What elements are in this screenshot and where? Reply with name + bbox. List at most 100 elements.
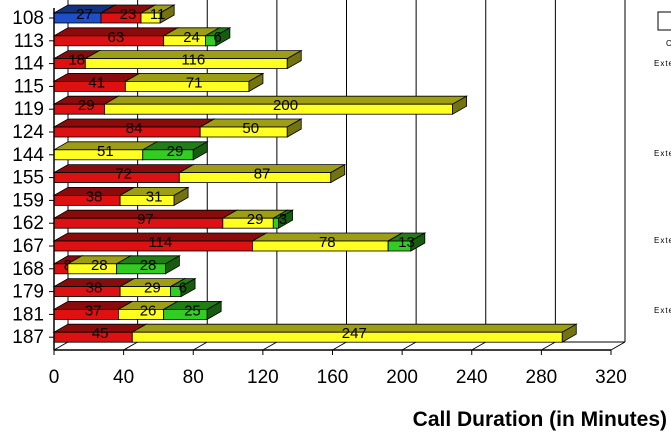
data-label-113-s3: 6 bbox=[213, 29, 221, 46]
x-tick-label-80: 80 bbox=[183, 367, 204, 388]
bar-segment-181-s3: 25 bbox=[162, 300, 223, 321]
bar-segment-167-s1: 114 bbox=[52, 232, 268, 252]
x-tick-label-280: 280 bbox=[526, 367, 558, 388]
label-layer: 1871811791681671621591551441241191151141… bbox=[12, 8, 44, 348]
bar-side-face bbox=[206, 300, 222, 321]
category-label-119: 119 bbox=[14, 99, 44, 120]
bar-front-face bbox=[272, 217, 279, 229]
legend-swatch-box bbox=[657, 11, 671, 31]
bar-side-face bbox=[192, 141, 208, 161]
bar-side-face bbox=[286, 118, 302, 138]
data-label-181-s3: 25 bbox=[184, 302, 201, 319]
data-label-119-s2: 200 bbox=[273, 97, 298, 114]
data-label-144-s2: 51 bbox=[97, 143, 114, 160]
bar-segment-144-s3: 29 bbox=[141, 141, 209, 161]
bar-segment-179-s3: 6 bbox=[169, 277, 197, 298]
bar-segment-115-s2: 71 bbox=[123, 72, 265, 93]
bar-side-face bbox=[278, 209, 293, 229]
x-tick-label-200: 200 bbox=[386, 367, 418, 388]
bar-segment-144-s2: 51 bbox=[52, 141, 159, 161]
category-label-108: 108 bbox=[12, 8, 44, 29]
category-label-167: 167 bbox=[12, 236, 44, 257]
data-label-108-s1: 23 bbox=[120, 6, 137, 23]
data-label-108-s0: 27 bbox=[76, 6, 93, 23]
data-label-113-s2: 24 bbox=[183, 29, 200, 46]
bar-side-face bbox=[286, 49, 302, 70]
legend-entry-2: Exte bbox=[654, 149, 671, 158]
floor-gridline-160 bbox=[332, 341, 347, 351]
floor-gridline-240 bbox=[471, 341, 486, 351]
data-label-108-s2: 11 bbox=[150, 6, 166, 23]
data-label-179-s3: 6 bbox=[179, 280, 187, 297]
floor-gridline-280 bbox=[541, 341, 556, 351]
bar-layer: 4524737262538296828281147813972933831728… bbox=[52, 4, 578, 343]
bar-side-face bbox=[215, 27, 231, 47]
data-label-187-s2: 247 bbox=[342, 325, 367, 342]
data-label-124-s2: 50 bbox=[242, 120, 259, 137]
x-tick-label-240: 240 bbox=[456, 367, 488, 388]
bar-segment-124-s2: 50 bbox=[198, 118, 303, 138]
bar-segment-108-s2: 11 bbox=[139, 4, 176, 24]
data-label-168-s2: 28 bbox=[91, 257, 108, 274]
legend-entry-0: C bbox=[666, 39, 671, 48]
data-label-181-s1: 37 bbox=[85, 302, 102, 319]
legend: C Exte Exte Exte Exte bbox=[654, 11, 671, 315]
bar-segment-124-s1: 84 bbox=[52, 118, 216, 138]
category-label-159: 159 bbox=[12, 190, 44, 211]
data-label-159-s1: 38 bbox=[86, 188, 103, 205]
category-label-114: 114 bbox=[14, 54, 45, 75]
bar-segment-119-s2: 200 bbox=[102, 95, 469, 115]
data-label-144-s3: 29 bbox=[167, 143, 184, 160]
category-label-181: 181 bbox=[12, 304, 44, 325]
floor-gridline-80 bbox=[193, 341, 208, 351]
bar-segment-167-s2: 78 bbox=[250, 232, 404, 252]
legend-entry-1: Exte bbox=[654, 59, 671, 68]
data-label-114-s2: 116 bbox=[181, 52, 205, 69]
bar-segment-113-s3: 6 bbox=[203, 27, 232, 47]
bar-segment-168-s3: 28 bbox=[115, 255, 181, 275]
category-label-144: 144 bbox=[12, 145, 44, 166]
bar-segment-167-s3: 13 bbox=[386, 232, 427, 252]
data-label-114-s1: 18 bbox=[68, 52, 85, 69]
bar-segment-187-s2: 247 bbox=[130, 323, 578, 343]
data-label-113-s1: 63 bbox=[107, 29, 124, 46]
category-label-168: 168 bbox=[12, 259, 44, 280]
category-label-179: 179 bbox=[12, 282, 44, 303]
bar-side-face bbox=[159, 4, 175, 24]
category-label-155: 155 bbox=[12, 168, 44, 189]
category-label-115: 115 bbox=[14, 76, 44, 97]
data-label-167-s1: 114 bbox=[148, 234, 172, 251]
data-label-124-s1: 84 bbox=[126, 120, 143, 137]
bar-side-face bbox=[330, 163, 346, 184]
data-label-179-s1: 38 bbox=[86, 280, 103, 297]
axis-layer: 0 40 80 120 160 200 240 280 320 bbox=[49, 8, 627, 388]
data-label-168-s3: 28 bbox=[140, 257, 157, 274]
x-tick-label-0: 0 bbox=[49, 367, 60, 388]
category-label-187: 187 bbox=[12, 327, 44, 348]
data-label-162-s2: 29 bbox=[247, 211, 264, 228]
bar-side-face bbox=[410, 232, 426, 252]
data-label-181-s2: 26 bbox=[140, 302, 157, 319]
bar-segment-162-s1: 97 bbox=[52, 209, 239, 229]
bar-segment-162-s3: 3 bbox=[271, 209, 295, 229]
bar-side-face bbox=[164, 255, 180, 275]
legend-entry-3: Exte bbox=[654, 236, 671, 245]
x-tick-label-320: 320 bbox=[595, 367, 627, 388]
data-label-119-s1: 29 bbox=[78, 97, 95, 114]
bar-segment-113-s1: 63 bbox=[52, 27, 180, 47]
data-label-187-s1: 45 bbox=[92, 325, 109, 342]
x-axis-title: Call Duration (in Minutes) bbox=[413, 408, 667, 431]
bar-side-face bbox=[561, 323, 577, 343]
data-label-155-s2: 87 bbox=[254, 166, 271, 183]
data-label-115-s1: 41 bbox=[88, 74, 105, 91]
data-label-167-s2: 78 bbox=[319, 234, 336, 251]
bar-side-face bbox=[180, 277, 196, 298]
bar-side-face bbox=[173, 186, 189, 207]
bar-segment-114-s2: 116 bbox=[83, 49, 303, 70]
x-tick-label-40: 40 bbox=[113, 367, 134, 388]
bar-side-face bbox=[452, 95, 468, 115]
floor-gridline-0 bbox=[53, 341, 69, 351]
category-label-124: 124 bbox=[12, 122, 44, 143]
